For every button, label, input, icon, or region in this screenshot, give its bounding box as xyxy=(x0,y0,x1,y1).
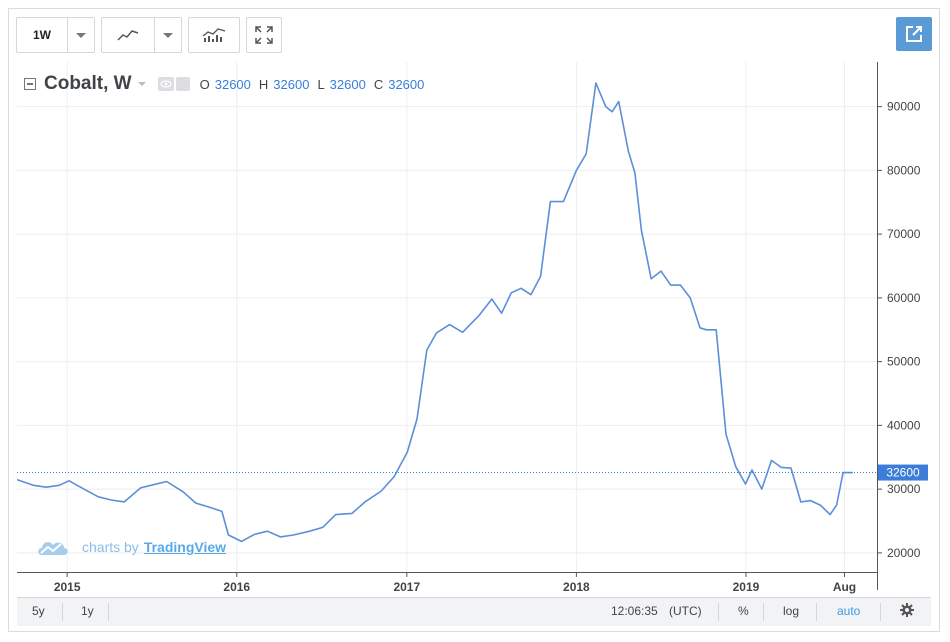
range-5y-button[interactable]: 5y xyxy=(32,604,45,618)
price-tick-label: 80000 xyxy=(887,163,921,177)
interval-dropdown-button[interactable] xyxy=(67,18,94,52)
time-tick-label: 2017 xyxy=(393,580,420,594)
log-scale-button[interactable]: log xyxy=(783,604,800,618)
bottom-toolbar: 5y 1y 12:06:35 (UTC) % log auto xyxy=(17,597,931,626)
chevron-down-icon[interactable] xyxy=(137,82,146,86)
last-price-label: 32600 xyxy=(886,466,920,480)
price-tick-label: 40000 xyxy=(887,418,921,432)
chart-style-dropdown-button[interactable] xyxy=(154,18,181,52)
interval-button[interactable]: 1W xyxy=(33,28,51,42)
time-tick-label: 2018 xyxy=(563,580,590,594)
chevron-down-icon xyxy=(163,32,173,38)
chart-toolbar: 1W xyxy=(16,17,282,53)
separator xyxy=(62,603,63,621)
separator xyxy=(880,603,881,621)
auto-scale-button[interactable]: auto xyxy=(837,604,861,618)
indicators-button[interactable] xyxy=(189,18,239,52)
price-tick-label: 70000 xyxy=(887,227,921,241)
separator xyxy=(108,603,109,621)
time-tick-label: 2016 xyxy=(223,580,250,594)
line-style-icon xyxy=(117,30,139,41)
chart-style-button[interactable] xyxy=(102,18,154,52)
separator xyxy=(718,603,719,621)
watermark-prefix: charts by xyxy=(82,539,139,555)
gear-icon[interactable] xyxy=(175,77,190,91)
time-tick-label: 2015 xyxy=(54,580,81,594)
collapse-legend-icon[interactable] xyxy=(24,78,36,90)
price-chart[interactable]: 20000 30000 40000 50000 60000 70000 80000 90000… xyxy=(17,62,931,600)
fullscreen-group xyxy=(246,17,282,53)
price-tick-label: 60000 xyxy=(887,291,921,305)
price-tick-label: 90000 xyxy=(887,100,921,114)
watermark-brand[interactable]: TradingView xyxy=(143,539,227,555)
interval-selector: 1W xyxy=(16,17,95,53)
external-link-icon xyxy=(906,26,922,42)
indicators-group xyxy=(188,17,240,53)
percent-scale-button[interactable]: % xyxy=(738,604,749,618)
open-value: 32600 xyxy=(214,76,251,92)
clock-time: 12:06:35 xyxy=(611,604,658,618)
high-label: H xyxy=(258,76,269,92)
close-label: C xyxy=(373,76,384,92)
timezone-button[interactable]: (UTC) xyxy=(669,604,702,618)
fullscreen-icon xyxy=(255,26,273,44)
range-1y-button[interactable]: 1y xyxy=(81,604,94,618)
indicators-icon xyxy=(202,28,226,42)
separator xyxy=(763,603,764,621)
gear-icon xyxy=(900,603,914,617)
price-tick-label: 30000 xyxy=(887,482,921,496)
high-value: 32600 xyxy=(273,76,310,92)
low-label: L xyxy=(317,76,325,92)
symbol-name[interactable]: Cobalt, W xyxy=(44,73,132,94)
time-tick-label: Aug xyxy=(833,580,856,594)
last-price-label-bg xyxy=(878,464,928,481)
time-tick-label: 2019 xyxy=(733,580,760,594)
price-tick-label: 20000 xyxy=(887,546,921,560)
chevron-down-icon xyxy=(76,32,86,38)
chart-style-selector xyxy=(101,17,182,53)
close-value: 32600 xyxy=(388,76,425,92)
price-tick-label: 50000 xyxy=(887,355,921,369)
open-label: O xyxy=(199,76,210,92)
low-value: 32600 xyxy=(329,76,366,92)
tradingview-watermark[interactable]: charts by TradingView xyxy=(36,537,226,557)
settings-button[interactable] xyxy=(899,602,915,621)
cloud-logo-icon xyxy=(38,542,68,555)
chart-legend: Cobalt, W O 32600 H 32600 L 32600 C 3260… xyxy=(24,73,432,95)
separator xyxy=(816,603,817,621)
eye-icon[interactable] xyxy=(157,77,174,91)
popout-button[interactable] xyxy=(896,17,932,51)
price-series-line xyxy=(17,82,853,543)
fullscreen-button[interactable] xyxy=(247,18,281,52)
